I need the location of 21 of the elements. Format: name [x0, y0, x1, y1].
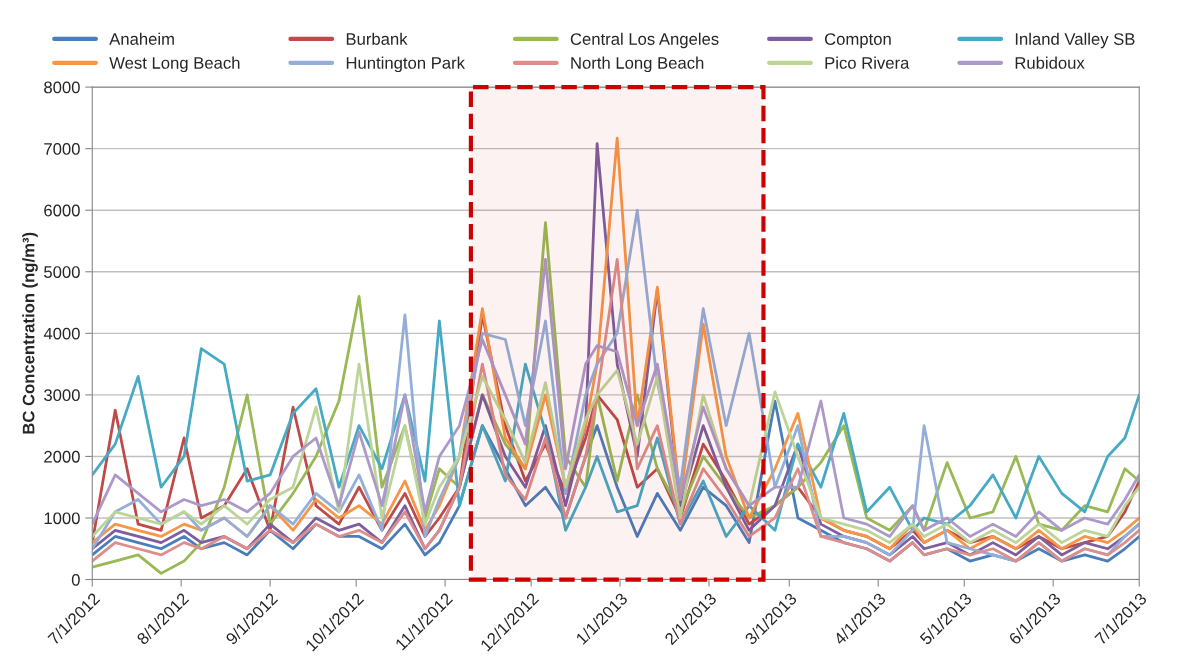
legend-label: Rubidoux	[1015, 56, 1085, 69]
legend-label: West Long Beach	[109, 56, 240, 73]
legend-label: Burbank	[346, 32, 408, 45]
legend-label: Huntington Park	[346, 56, 466, 73]
y-tick-label: 5000	[44, 266, 80, 278]
line-series	[92, 362, 1140, 545]
legend-label: Compton	[824, 33, 891, 49]
y-tick-label: 0	[71, 573, 80, 586]
y-tick-label: 3000	[44, 389, 80, 402]
y-axis-title: BC Concentration (ng/m³)	[22, 232, 38, 434]
legend-label: Pico Rivera	[825, 56, 910, 69]
legend-label: North Long Beach	[571, 56, 704, 73]
y-tick-label: 4000	[43, 327, 80, 340]
legend-label: Central Los Angeles	[570, 32, 719, 49]
legend-label: Anaheim	[109, 32, 174, 45]
y-tick-label: 8000	[44, 81, 80, 94]
y-tick-label: 2000	[44, 450, 80, 463]
y-tick-label: 7000	[44, 143, 80, 155]
y-tick-label: 6000	[44, 204, 80, 217]
legend-label: Inland Valley SB	[1015, 32, 1135, 49]
y-tick-label: 1000	[44, 512, 80, 525]
